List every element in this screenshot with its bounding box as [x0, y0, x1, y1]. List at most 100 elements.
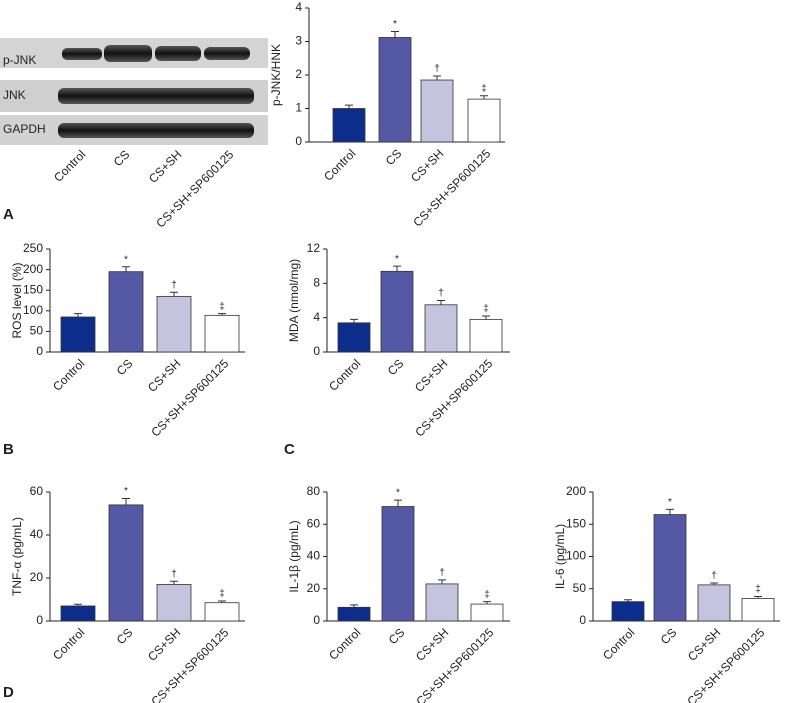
panel-label: B	[3, 441, 14, 458]
annotation: ‡	[219, 589, 225, 600]
error-bar	[480, 95, 488, 100]
error-bar	[218, 313, 226, 316]
annotation: †	[711, 571, 717, 582]
error-bar	[482, 315, 490, 320]
x-tick-label: CS+SH	[412, 356, 450, 394]
bar	[156, 584, 192, 622]
error-bar	[218, 600, 226, 603]
x-tick-label: CS	[114, 625, 136, 647]
error-bar	[393, 265, 401, 272]
y-tick-label: 4	[313, 310, 320, 324]
bar	[470, 603, 504, 622]
blot-lane-label: CS+SH	[146, 147, 184, 185]
bar	[467, 98, 501, 143]
annotation: †	[439, 568, 445, 579]
annotation: †	[171, 280, 177, 291]
blot-lane-label: CS	[111, 147, 133, 169]
x-tick-label: CS+SH+SP600125	[684, 625, 767, 703]
x-tick-label: CS+SH	[408, 146, 446, 184]
error-bar	[754, 595, 762, 599]
y-tick-label: 200	[566, 484, 586, 498]
x-tick-label: Control	[50, 356, 87, 393]
y-axis-label: ROS level (%)	[10, 262, 24, 338]
annotation: †	[434, 64, 440, 75]
y-tick-label: 100	[23, 303, 43, 317]
y-tick-label: 0	[36, 344, 43, 358]
panel-label: A	[3, 206, 14, 223]
y-axis-label: IL-1β (pg/mL)	[287, 520, 301, 592]
y-tick-label: 50	[30, 324, 44, 338]
bar	[108, 504, 144, 622]
annotation: ‡	[219, 301, 225, 312]
x-tick-label: CS+SH	[685, 625, 723, 663]
blot-row-label: GAPDH	[3, 122, 46, 136]
error-bar	[666, 508, 674, 515]
y-tick-label: 0	[36, 613, 43, 627]
bar	[611, 601, 645, 622]
error-bar	[394, 499, 402, 507]
annotation: *	[124, 486, 128, 497]
bar	[204, 314, 240, 353]
error-bar	[170, 580, 178, 585]
y-tick-label: 12	[307, 241, 321, 255]
annotation: ‡	[484, 589, 490, 600]
x-tick-label: CS	[114, 356, 136, 378]
y-tick-label: 8	[313, 276, 320, 290]
bar	[204, 602, 240, 622]
error-bar	[345, 104, 353, 109]
bar	[380, 270, 414, 353]
y-tick-label: 20	[307, 581, 321, 595]
annotation: †	[438, 288, 444, 299]
x-tick-label: Control	[50, 625, 87, 662]
y-tick-label: 0	[579, 613, 586, 627]
panel-label: D	[3, 684, 14, 701]
annotation: *	[393, 19, 397, 30]
x-tick-label: CS+SH	[413, 625, 451, 663]
y-tick-label: 50	[573, 581, 587, 595]
chart: 01234p-JNK/HNKControl*CS†CS+SH‡CS+SH+SP6…	[269, 0, 505, 229]
band	[104, 45, 152, 62]
y-tick-label: 150	[566, 516, 586, 530]
x-tick-label: CS+SH	[145, 625, 183, 663]
error-bar	[710, 582, 718, 585]
error-bar	[74, 603, 82, 606]
blot-lane-label: Control	[51, 147, 88, 184]
chart: 0 50 100 150 200 250 ROS level (%) Control * CS † C…	[10, 241, 245, 439]
annotation: *	[124, 254, 128, 265]
bar	[60, 605, 96, 622]
bar	[156, 295, 192, 353]
bar	[60, 316, 96, 353]
y-axis-label: p-JNK/HNK	[269, 44, 283, 106]
bar	[108, 271, 144, 353]
blot: p-JNK JNK GAPDH Control CS CS+SH CS+SH+S…	[0, 38, 268, 230]
y-tick-label: 3	[295, 34, 302, 48]
chart: 0 50 100 150 200 IL-6 (pg/mL) Control * CS † CS+SH…	[553, 484, 780, 703]
band	[204, 47, 250, 60]
bar	[337, 606, 371, 622]
annotation: ‡	[755, 584, 761, 595]
bar	[378, 37, 412, 143]
y-tick-label: 1	[295, 101, 302, 115]
annotation: †	[171, 569, 177, 580]
y-tick-label: 80	[307, 484, 321, 498]
error-bar	[433, 75, 441, 81]
bar	[337, 322, 371, 353]
error-bar	[483, 601, 491, 605]
y-tick-label: 40	[30, 527, 44, 541]
band	[58, 88, 254, 104]
error-bar	[170, 291, 178, 297]
x-tick-label: Control	[326, 625, 363, 662]
blot-row-label: p-JNK	[3, 53, 36, 67]
y-axis-label: IL-6 (pg/mL)	[553, 524, 567, 589]
y-tick-label: 0	[295, 134, 302, 148]
band	[62, 48, 102, 60]
x-tick-label: CS	[385, 356, 407, 378]
bar	[424, 304, 458, 353]
band	[155, 46, 201, 61]
band	[58, 123, 254, 138]
y-axis-label: TNF-α (pg/mL)	[10, 517, 24, 596]
bar	[697, 584, 731, 622]
y-tick-label: 100	[566, 549, 586, 563]
